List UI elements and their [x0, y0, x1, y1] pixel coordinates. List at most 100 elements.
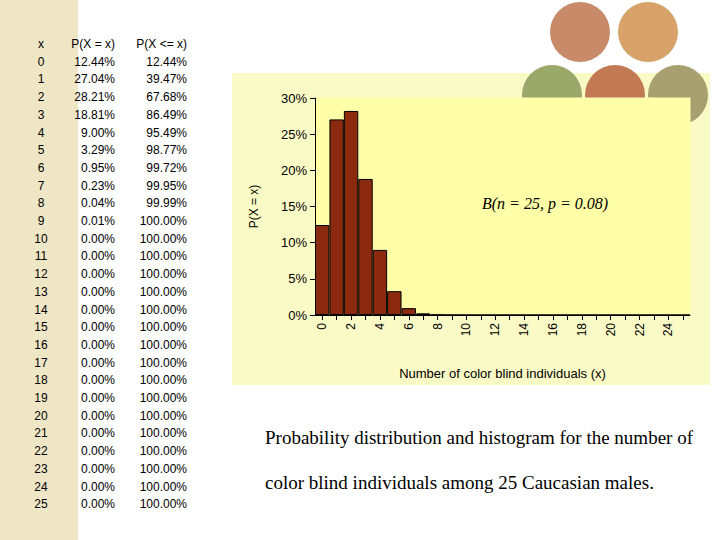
html-text:17: 17 — [34, 355, 48, 370]
svg-text:8: 8 — [431, 323, 445, 330]
html-text:16: 16 — [34, 338, 48, 352]
html-text:1: 1 — [37, 72, 45, 87]
html-text:0.00%: 0.00% — [81, 373, 115, 388]
html-text:100.00%: 100.00% — [139, 338, 187, 352]
svg-text:22: 22 — [633, 323, 647, 337]
html-text:0.00%: 0.00% — [81, 267, 115, 282]
svg-text:12: 12 — [488, 323, 502, 337]
html-text:0.23%: 0.23% — [81, 178, 115, 193]
svg-text:14: 14 — [517, 323, 531, 337]
html-text:0.00%: 0.00% — [81, 284, 115, 299]
html-text:100.00%: 100.00% — [139, 408, 187, 423]
html-text:0.00%: 0.00% — [81, 408, 115, 423]
html-text:99.72%: 99.72% — [146, 160, 187, 175]
html-text:18.81%: 18.81% — [74, 107, 115, 122]
html-text:100.00%: 100.00% — [139, 231, 187, 246]
svg-text:P(X = x): P(X = x) — [247, 185, 261, 229]
html-text:2: 2 — [37, 90, 45, 105]
svg-text:5%: 5% — [288, 271, 307, 286]
html-text:100.00%: 100.00% — [139, 391, 187, 406]
html-text:0.00%: 0.00% — [81, 231, 115, 246]
svg-text:10%: 10% — [281, 235, 307, 250]
html-text:100.00%: 100.00% — [139, 214, 187, 228]
html-text:3: 3 — [37, 107, 45, 122]
html-text:99.99%: 99.99% — [146, 196, 187, 211]
html-text:0.00%: 0.00% — [81, 426, 115, 441]
html-text:100.00%: 100.00% — [139, 249, 187, 264]
html-text:5: 5 — [37, 143, 45, 158]
html-text:0: 0 — [37, 54, 45, 69]
svg-text:25%: 25% — [281, 127, 307, 142]
html-text:22: 22 — [34, 444, 48, 459]
html-text:12: 12 — [34, 267, 48, 282]
html-text:21: 21 — [34, 426, 48, 441]
html-text:100.00%: 100.00% — [139, 497, 187, 512]
html-text:99.95%: 99.95% — [146, 178, 187, 193]
html-text:18: 18 — [34, 373, 48, 388]
html-text:86.49%: 86.49% — [146, 107, 187, 122]
html-text:100.00%: 100.00% — [139, 426, 187, 441]
html-text:67.68%: 67.68% — [146, 90, 187, 105]
html-text:0.00%: 0.00% — [81, 461, 115, 476]
svg-text:0: 0 — [315, 323, 329, 330]
html-text:100.00%: 100.00% — [139, 284, 187, 299]
html-text:P(X = x): P(X = x) — [71, 37, 115, 51]
svg-text:15%: 15% — [281, 199, 307, 214]
html-text:39.47%: 39.47% — [146, 72, 187, 87]
html-text:98.77%: 98.77% — [146, 143, 187, 158]
svg-text:30%: 30% — [281, 91, 307, 106]
svg-text:2: 2 — [344, 323, 358, 330]
html-text:14: 14 — [34, 302, 48, 317]
html-text:10: 10 — [34, 231, 48, 246]
html-text:0.00%: 0.00% — [81, 497, 115, 512]
html-text:24: 24 — [34, 479, 48, 494]
html-text:13: 13 — [34, 284, 48, 299]
html-text:25: 25 — [34, 497, 48, 512]
svg-text:B(n = 25, p = 0.08): B(n = 25, p = 0.08) — [482, 195, 608, 213]
html-text:0.00%: 0.00% — [81, 249, 115, 264]
html-text:15: 15 — [34, 320, 48, 335]
html-text:23: 23 — [34, 461, 48, 476]
html-text:0.01%: 0.01% — [81, 214, 115, 228]
svg-text:4: 4 — [373, 323, 387, 330]
html-text:100.00%: 100.00% — [139, 355, 187, 370]
html-text:100.00%: 100.00% — [139, 373, 187, 388]
html-text:11: 11 — [34, 249, 48, 264]
html-text:0.00%: 0.00% — [81, 320, 115, 335]
html-text:0.95%: 0.95% — [81, 160, 115, 175]
svg-text:16: 16 — [546, 323, 560, 337]
svg-text:10: 10 — [459, 323, 473, 337]
svg-text:Number of color blind individu: Number of color blind individuals (x) — [399, 366, 606, 381]
html-text:12.44%: 12.44% — [146, 54, 187, 69]
svg-text:20: 20 — [604, 323, 618, 337]
html-text:95.49%: 95.49% — [146, 125, 187, 140]
html-text:9.00%: 9.00% — [81, 125, 115, 140]
html-text:0.00%: 0.00% — [81, 302, 115, 317]
html-text:100.00%: 100.00% — [139, 302, 187, 317]
svg-text:24: 24 — [661, 323, 675, 337]
html-text:28.21%: 28.21% — [74, 90, 115, 105]
svg-text:20%: 20% — [281, 163, 307, 178]
html-text:0.00%: 0.00% — [81, 391, 115, 406]
html-text:0.00%: 0.00% — [81, 479, 115, 494]
html-text:0.00%: 0.00% — [81, 355, 115, 370]
html-text:0.04%: 0.04% — [81, 196, 115, 211]
html-text:100.00%: 100.00% — [139, 267, 187, 282]
html-text:100.00%: 100.00% — [139, 320, 187, 335]
html-text:0.00%: 0.00% — [81, 338, 115, 352]
html-text:4: 4 — [37, 125, 45, 140]
svg-text:18: 18 — [575, 323, 589, 337]
html-text:3.29%: 3.29% — [81, 143, 115, 158]
html-text:0.00%: 0.00% — [81, 444, 115, 459]
html-text:19: 19 — [34, 391, 48, 406]
html-text:12.44%: 12.44% — [74, 54, 115, 69]
html-text:20: 20 — [34, 408, 48, 423]
html-text:100.00%: 100.00% — [139, 444, 187, 459]
svg-text:6: 6 — [402, 323, 416, 330]
html-text:Probability distribution and h: Probability distribution and histogram f… — [265, 427, 693, 493]
svg-text:0%: 0% — [288, 308, 307, 323]
html-text:100.00%: 100.00% — [139, 461, 187, 476]
html-text:100.00%: 100.00% — [139, 479, 187, 494]
html-text:P(X <= x): P(X <= x) — [136, 37, 187, 51]
html-text:27.04%: 27.04% — [74, 72, 115, 87]
